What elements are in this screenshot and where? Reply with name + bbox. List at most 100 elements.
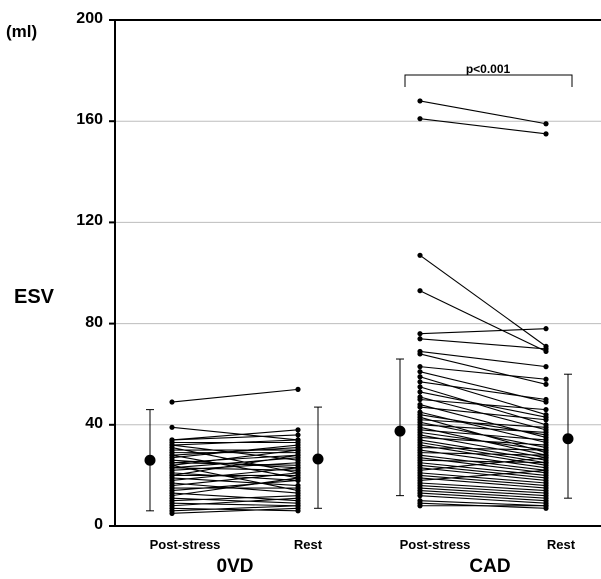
subject-line <box>171 449 299 466</box>
subject-line <box>419 439 547 461</box>
post-stress-point <box>169 424 175 430</box>
rest-point <box>543 437 549 443</box>
subject-line <box>171 439 299 446</box>
subject-line <box>419 254 547 347</box>
category-label-cad-rest: Rest <box>546 537 576 552</box>
post-stress-point <box>417 252 423 258</box>
subject-line <box>171 444 299 459</box>
subject-line <box>419 472 547 484</box>
y-tick-label: 200 <box>76 10 103 27</box>
subject-line <box>171 426 299 441</box>
post-stress-point <box>417 384 423 390</box>
post-stress-point <box>417 98 423 104</box>
category-label-ovd-post-stress: Post-stress <box>149 537 221 552</box>
subject-line <box>419 100 547 125</box>
subject-line <box>419 484 547 494</box>
group-label-cad: CAD <box>469 556 511 577</box>
y-tick-label: 0 <box>94 516 103 533</box>
subject-line <box>419 436 547 446</box>
rest-point <box>543 424 549 430</box>
subject-line <box>171 447 299 474</box>
subject-line <box>419 424 547 433</box>
subject-line <box>419 353 547 385</box>
subject-line <box>419 495 547 504</box>
subject-line <box>171 497 299 507</box>
rest-point <box>543 131 549 137</box>
post-stress-point <box>417 389 423 395</box>
post-stress-point <box>417 379 423 385</box>
rest-point <box>543 460 549 466</box>
subject-line <box>171 507 299 514</box>
subject-line <box>419 457 547 471</box>
post-stress-point <box>417 404 423 410</box>
subject-line <box>419 398 547 411</box>
group-label-ovd: 0VD <box>216 556 254 577</box>
subject-line <box>171 434 299 441</box>
subject-line <box>171 477 299 497</box>
subject-line <box>171 477 299 487</box>
subject-line <box>419 381 547 401</box>
rest-point <box>295 437 301 443</box>
subject-line <box>419 350 547 368</box>
rest-point <box>543 417 549 423</box>
rest-point <box>295 485 301 491</box>
subject-line <box>419 366 547 380</box>
y-tick-label: 80 <box>85 313 103 331</box>
category-label-cad-post-stress: Post-stress <box>399 537 471 552</box>
post-stress-point <box>417 351 423 357</box>
subject-line <box>419 429 547 441</box>
subject-line <box>419 452 547 456</box>
subject-line <box>419 447 547 451</box>
subject-line <box>419 386 547 426</box>
category-label-ovd-rest: Rest <box>293 537 323 552</box>
subject-line <box>419 474 547 487</box>
subject-line <box>171 507 299 512</box>
post-stress-point <box>417 503 423 509</box>
significance-annotation: p<0.001 <box>465 62 511 76</box>
rest-point <box>295 465 301 471</box>
mean-marker <box>394 425 406 437</box>
rest-point <box>543 326 549 332</box>
subject-line <box>419 290 547 352</box>
rest-point <box>543 381 549 387</box>
subject-line <box>419 500 547 507</box>
rest-point <box>543 364 549 370</box>
rest-point <box>543 429 549 435</box>
rest-point <box>295 386 301 392</box>
post-stress-point <box>417 116 423 122</box>
y-axis-unit: (ml) <box>6 22 38 41</box>
subject-line <box>171 505 299 512</box>
subject-line <box>171 429 299 441</box>
rest-point <box>543 503 549 509</box>
subject-line <box>419 406 547 421</box>
rest-point <box>543 442 549 448</box>
subject-line <box>419 462 547 476</box>
subject-line <box>419 477 547 489</box>
subject-line <box>419 328 547 335</box>
subject-line <box>419 338 547 350</box>
significance-bracket <box>404 74 573 87</box>
rest-point <box>295 432 301 438</box>
subject-line <box>171 467 299 482</box>
subject-line <box>171 454 299 476</box>
subject-line <box>419 492 547 502</box>
subject-line <box>419 454 547 471</box>
subject-line <box>419 419 547 428</box>
subject-line <box>171 457 299 469</box>
subject-line <box>419 118 547 135</box>
subject-line <box>419 482 547 492</box>
rest-point <box>295 505 301 511</box>
subject-line <box>171 454 299 464</box>
rest-point <box>543 396 549 403</box>
y-tick-label: 160 <box>76 111 103 129</box>
subject-line <box>171 497 299 504</box>
subject-line <box>419 459 547 464</box>
y-tick-label: 40 <box>85 414 103 432</box>
subject-line <box>171 472 299 487</box>
rest-point <box>543 455 549 461</box>
post-stress-point <box>417 396 423 403</box>
subject-line <box>171 472 299 482</box>
subject-line <box>171 388 299 403</box>
post-stress-point <box>417 369 423 375</box>
